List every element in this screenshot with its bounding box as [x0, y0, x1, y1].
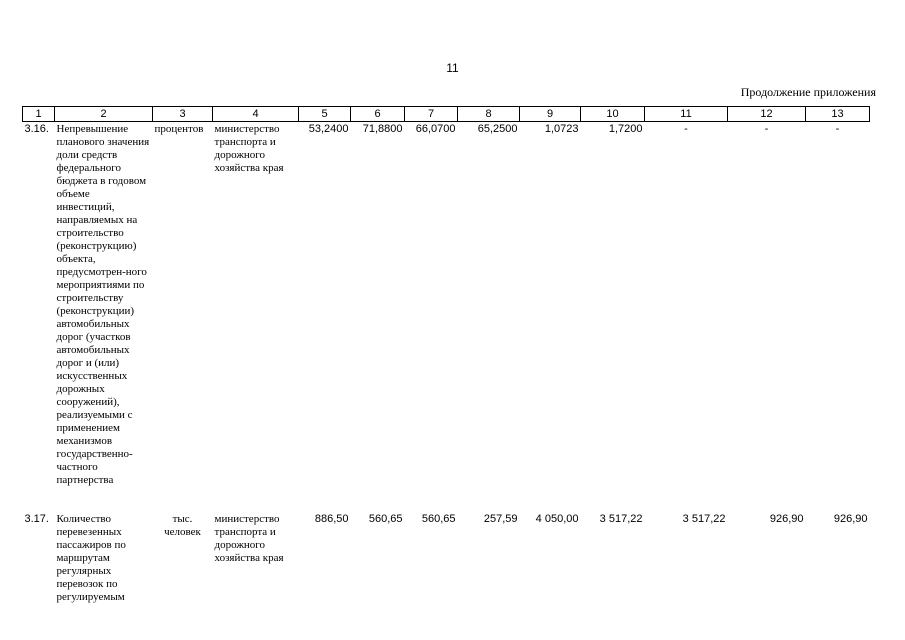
- unit-cell: процентов: [153, 122, 213, 512]
- col-header-12: 12: [728, 107, 806, 122]
- unit-cell: тыс. человек: [153, 512, 213, 604]
- row-index: 3.17.: [23, 512, 55, 604]
- col-header-3: 3: [153, 107, 213, 122]
- col-header-2: 2: [55, 107, 153, 122]
- table-row: 3.17. Количество перевезенных пассажиров…: [23, 512, 870, 604]
- col-header-7: 7: [405, 107, 458, 122]
- indicator-name: Непревышение планового значения доли сре…: [55, 122, 153, 512]
- value-cell: -: [806, 122, 870, 512]
- col-header-9: 9: [520, 107, 581, 122]
- col-header-1: 1: [23, 107, 55, 122]
- header-row: 1 2 3 4 5 6 7 8 9 10 11 12 13: [23, 107, 870, 122]
- value-cell: 71,8800: [351, 122, 405, 512]
- page-number: 11: [0, 61, 905, 75]
- continuation-label: Продолжение приложения: [741, 85, 876, 100]
- value-cell: 3 517,22: [645, 512, 728, 604]
- value-cell: 66,0700: [405, 122, 458, 512]
- indicator-name: Количество перевезенных пассажиров по ма…: [55, 512, 153, 604]
- data-table: 1 2 3 4 5 6 7 8 9 10 11 12 13 3.16. Непр…: [22, 106, 870, 604]
- value-cell: 926,90: [728, 512, 806, 604]
- col-header-11: 11: [645, 107, 728, 122]
- col-header-13: 13: [806, 107, 870, 122]
- col-header-8: 8: [458, 107, 520, 122]
- value-cell: 4 050,00: [520, 512, 581, 604]
- responsible-cell: министерство транспорта и дорожного хозя…: [213, 512, 299, 604]
- col-header-4: 4: [213, 107, 299, 122]
- value-cell: 560,65: [405, 512, 458, 604]
- value-cell: 926,90: [806, 512, 870, 604]
- col-header-5: 5: [299, 107, 351, 122]
- table-row: 3.16. Непревышение планового значения до…: [23, 122, 870, 512]
- responsible-cell: министерство транспорта и дорожного хозя…: [213, 122, 299, 512]
- value-cell: 53,2400: [299, 122, 351, 512]
- value-cell: 886,50: [299, 512, 351, 604]
- col-header-6: 6: [351, 107, 405, 122]
- value-cell: 1,0723: [520, 122, 581, 512]
- value-cell: 257,59: [458, 512, 520, 604]
- value-cell: 1,7200: [581, 122, 645, 512]
- value-cell: 560,65: [351, 512, 405, 604]
- value-cell: 3 517,22: [581, 512, 645, 604]
- row-index: 3.16.: [23, 122, 55, 512]
- col-header-10: 10: [581, 107, 645, 122]
- value-cell: 65,2500: [458, 122, 520, 512]
- value-cell: -: [645, 122, 728, 512]
- value-cell: -: [728, 122, 806, 512]
